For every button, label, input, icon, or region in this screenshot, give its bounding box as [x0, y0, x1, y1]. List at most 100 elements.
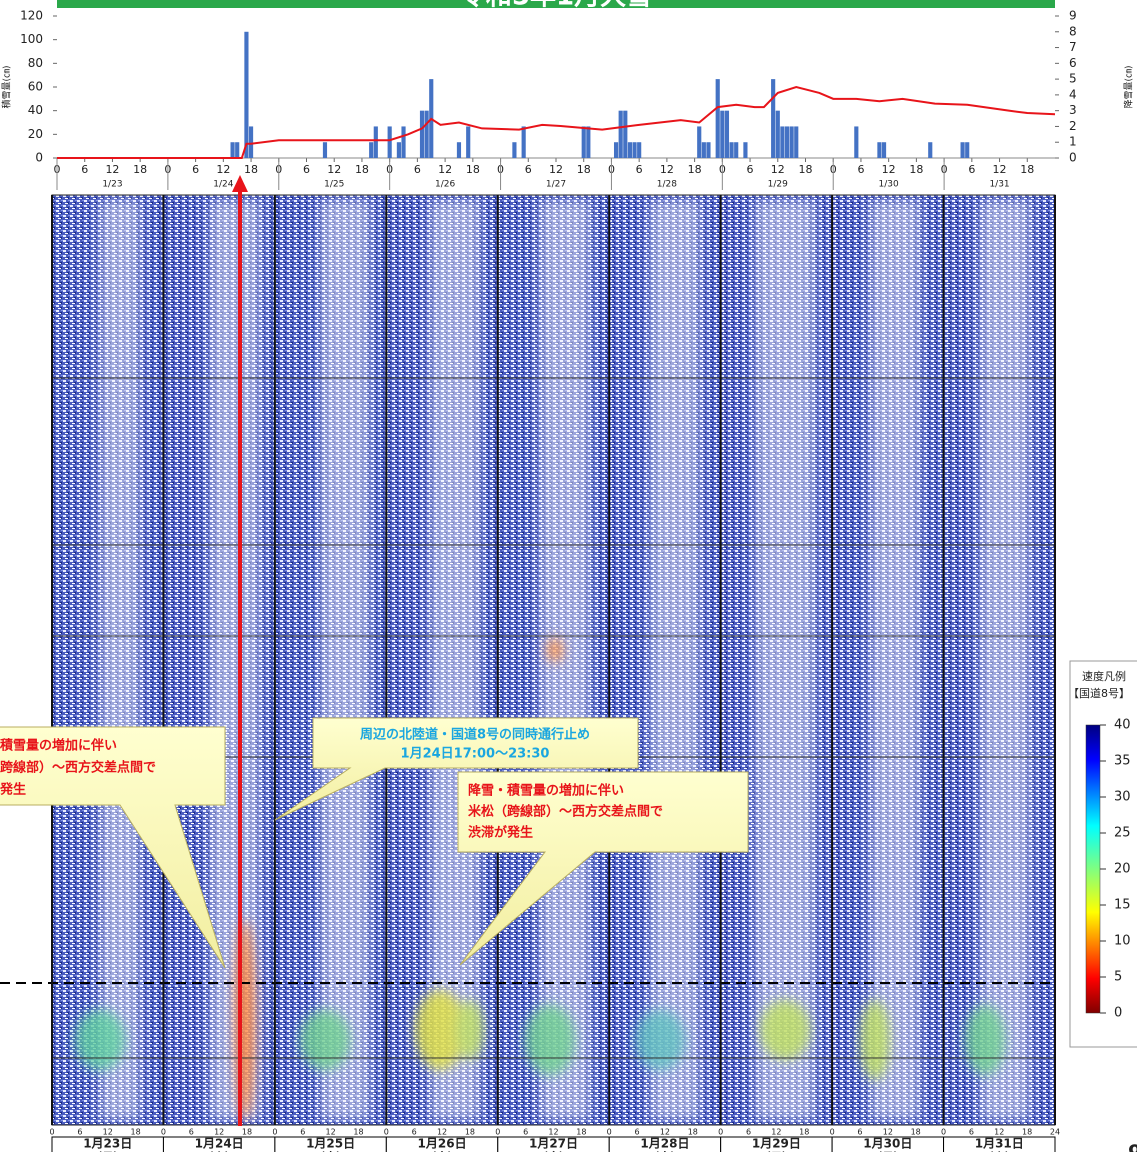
x-tick-label: 12: [660, 1128, 670, 1137]
legend-subtitle: 【国道8号】: [1068, 686, 1130, 700]
x-tick-label: 6: [523, 1128, 528, 1137]
x-tick-label: 18: [353, 1128, 363, 1137]
callouts: 積雪量の増加に伴い 跨線部）～西方交差点間で 発生 周辺の北陸道・国道8号の同時…: [0, 717, 749, 969]
callout-text: 渋滞が発生: [468, 825, 533, 841]
spot: [760, 1000, 810, 1060]
x-tick-label: 12: [103, 1128, 113, 1137]
x-tick-label: 6: [77, 1128, 82, 1137]
legend-tick-label: 10: [1114, 934, 1131, 949]
x-tick-label: 6: [747, 163, 754, 176]
x-tick-label: 18: [911, 1128, 921, 1137]
callout-text: 降雪・積雪量の増加に伴い: [468, 783, 624, 799]
x-tick-label: 18: [577, 163, 591, 176]
date-box: [274, 1136, 387, 1152]
date-box: [608, 1136, 722, 1152]
weekday-label: （木）: [424, 1150, 460, 1152]
callout-text: 1月24日17:00～23:30: [401, 747, 550, 762]
date-box: [720, 1136, 833, 1152]
snowfall-bar: [877, 142, 882, 158]
snowfall-bar: [789, 126, 794, 158]
legend-tick-label: 15: [1114, 898, 1131, 913]
title-bar: [57, 0, 1055, 8]
legend-tick-label: 30: [1114, 790, 1131, 805]
x-tick-label: 18: [242, 1128, 252, 1137]
spot: [965, 1005, 1005, 1075]
x-tick-label: 6: [414, 163, 421, 176]
snowfall-bar: [387, 126, 392, 158]
spot: [525, 1005, 575, 1075]
x-tick-label: 0: [607, 1128, 612, 1137]
date-box: [943, 1136, 1056, 1152]
title: 令和5年1月大雪: [460, 0, 652, 12]
x-tick-label: 6: [525, 163, 532, 176]
y-tick-label: 0: [35, 151, 43, 165]
y-tick-label: 100: [20, 32, 43, 46]
snowfall-bar: [720, 110, 725, 158]
x-tick-label: 18: [244, 163, 258, 176]
y2-tick-label: 5: [1069, 72, 1077, 86]
x-tick-label: 18: [576, 1128, 586, 1137]
x-tick-label: 12: [994, 1128, 1004, 1137]
snowfall-bar: [637, 142, 642, 158]
snowfall-bar: [928, 142, 933, 158]
x-tick-label: 12: [771, 1128, 781, 1137]
spot: [860, 1000, 890, 1080]
y2-tick-label: 2: [1069, 119, 1077, 133]
x-tick-label: 12: [326, 1128, 336, 1137]
y-tick-label: 40: [28, 103, 43, 117]
snowfall-bar: [512, 142, 517, 158]
x-tick-label: 12: [438, 163, 452, 176]
y-tick-label: 120: [20, 9, 43, 23]
snow-depth-line: [57, 85, 1056, 159]
y2-tick-label: 7: [1069, 40, 1077, 54]
date-label: 1月25日: [306, 1137, 355, 1151]
date-box: [497, 1136, 610, 1152]
snowfall-bar: [230, 142, 235, 158]
x-tick-label: 0: [384, 1128, 389, 1137]
snowfall-bar: [623, 110, 628, 158]
band: [100, 200, 140, 1120]
callout-text: 積雪量の増加に伴い: [0, 738, 117, 754]
snowfall-bar: [419, 110, 425, 158]
x-tick-label: 18: [130, 1128, 140, 1137]
band: [650, 200, 700, 1120]
x-tick-label: 12: [883, 1128, 893, 1137]
y-tick-label: 60: [28, 80, 43, 94]
day-label: 1/30: [879, 180, 899, 190]
day-label: 1/24: [213, 180, 233, 190]
callout-text: 周辺の北陸道・国道8号の同時通行止め: [360, 727, 590, 743]
x-tick-label: 18: [1020, 163, 1034, 176]
snowfall-bar: [627, 142, 633, 158]
date-label: 1月30日: [863, 1137, 912, 1151]
colorbar: [1085, 724, 1101, 1014]
y-tick-label: 20: [28, 127, 43, 141]
y2-tick-label: 0: [1069, 151, 1077, 165]
x-tick-label: 12: [216, 163, 230, 176]
snowfall-bar: [586, 126, 591, 158]
snowfall-bar: [881, 142, 887, 158]
y2-tick-label: 4: [1069, 87, 1077, 101]
x-tick-label: 6: [746, 1128, 751, 1137]
y2-tick-label: 6: [1069, 56, 1077, 70]
day-label: 1/29: [768, 180, 788, 190]
event-arrow: [232, 175, 248, 1126]
x-tick-label: 6: [968, 163, 975, 176]
x-tick-label: 18: [799, 1128, 809, 1137]
y2-tick-label: 9: [1069, 9, 1077, 23]
x-tick-label: 18: [355, 163, 369, 176]
arrow-head: [232, 175, 248, 192]
x-tick-label: 6: [857, 163, 864, 176]
snowfall-bar: [322, 142, 328, 158]
band: [320, 200, 370, 1120]
date-label: 1月26日: [418, 1137, 467, 1151]
x-tick-label: 6: [969, 1128, 974, 1137]
x-tick-label: 18: [1022, 1128, 1032, 1137]
snowfall-bar: [456, 142, 462, 158]
x-tick-label: 0: [161, 1128, 166, 1137]
x-tick-label: 12: [993, 163, 1007, 176]
x-tick-label: 12: [660, 163, 674, 176]
heatmap-axis: 0 6 12 18 0 6 12 18 0 6 12 18 0 6 12 18 0 6 12 18 0 6 12 18 0 6 12…: [49, 195, 1060, 1152]
snowfall-bar: [401, 126, 406, 158]
weekday-label: （水）: [313, 1150, 349, 1152]
page-number: 9: [1128, 1141, 1137, 1152]
